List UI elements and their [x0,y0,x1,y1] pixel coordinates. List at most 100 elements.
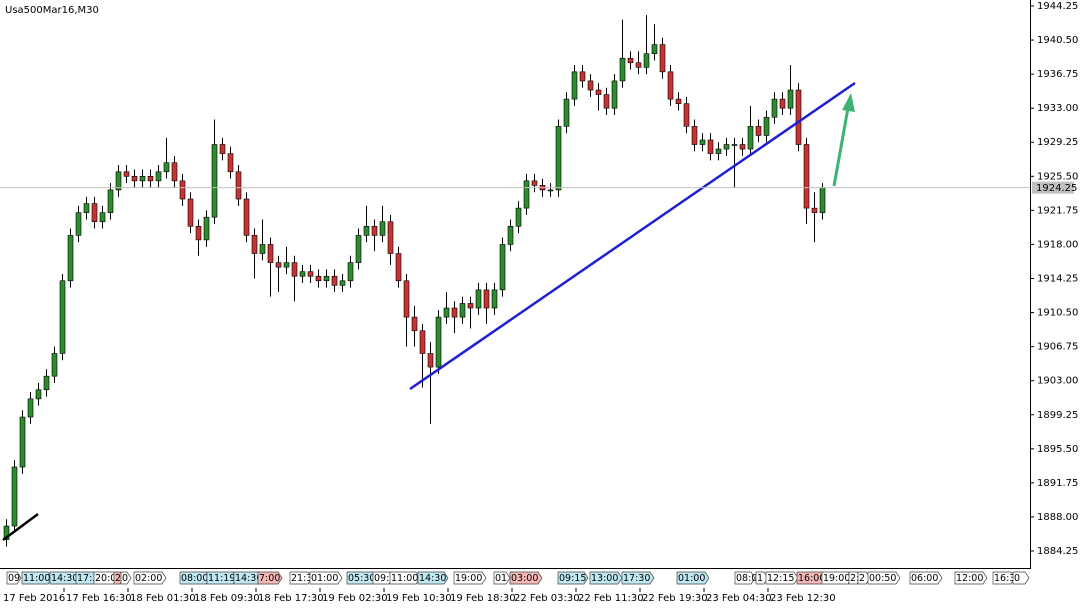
candle-body [739,144,746,150]
candle-body [659,44,666,73]
candle-body [627,57,634,64]
candle-body [467,303,474,309]
x-tick-label: 18 Feb 17:30 [258,593,324,604]
candle-body [43,375,50,391]
arrow-shaft [832,107,850,187]
candle-body [363,225,370,236]
candle-body [155,171,162,182]
candle-body [563,98,570,127]
y-tick-label: 1929.25 [1037,137,1078,148]
candle-body [187,198,194,227]
x-tick-label: 19 Feb 18:30 [450,593,516,604]
candle-body [755,126,762,136]
x-tick-label: 18 Feb 09:30 [194,593,260,604]
candle-body [267,244,274,263]
candle-body [283,262,290,268]
candle-body [123,171,130,177]
chart-title: Usa500Mar16,M30 [5,5,99,16]
candle-body [307,271,314,277]
event-tag [676,571,710,585]
y-tick-label: 1888.00 [1037,512,1078,523]
x-tick-label: 22 Feb 03:30 [514,593,580,604]
event-tag-label: 09: [374,573,389,584]
y-tick-label: 1925.50 [1037,171,1078,182]
event-tag-label: 05:30 [348,573,375,584]
event-tag [557,571,589,585]
y-tick-label: 1944.25 [1037,1,1078,12]
event-tag-label: 09 [8,573,20,584]
event-tag-label: 02:00 [135,573,162,584]
event-tag [257,571,283,585]
event-tag [309,571,343,585]
candle-body [427,353,434,368]
event-tag [867,571,901,585]
candle-body [371,225,378,236]
y-tick-label: 1914.25 [1037,274,1078,285]
event-tag-label: 11:00 [391,573,418,584]
event-tag-label: 14:30 [235,573,262,584]
candle-body [523,180,530,209]
candle-body [179,180,186,200]
event-tag-label: 17:3 [77,573,98,584]
event-tag [509,571,543,585]
candle-body [803,144,810,209]
x-tick-label: 22 Feb 11:30 [578,593,644,604]
event-tag [909,571,943,585]
candle-body [723,144,730,150]
event-tag-label: 1 [757,573,763,584]
candle-body [235,171,242,200]
candle-body [675,98,682,104]
event-tag [954,571,988,585]
candle-body [403,280,410,318]
candle-body [595,89,602,95]
candle-body [91,203,98,223]
candle-body [211,144,218,218]
event-tag-label: 01 [495,573,507,584]
x-tick-label: 22 Feb 19:30 [642,593,708,604]
x-tick-label: 18 Feb 01:30 [130,593,196,604]
event-tag-label: 2: [850,573,859,584]
candle-body [555,126,562,191]
candle-body [411,316,418,332]
trend-line [409,81,856,391]
candle-body [699,139,706,145]
candle-body [107,189,114,213]
candle-body [291,262,298,277]
candle-body [35,389,42,400]
trend-line-short [2,512,39,542]
candle-body [571,71,578,100]
candle-body [331,275,338,286]
event-tag-label: 16:3 [994,573,1015,584]
event-tag [734,571,756,585]
candle-body [507,225,514,245]
candle-body [251,235,258,254]
candle-body [435,316,442,368]
candle-body [795,89,802,145]
candle-body [763,116,770,136]
event-tag [133,571,167,585]
candle-body [443,307,450,318]
y-tick-label: 1891.75 [1037,478,1078,489]
candle-body [59,280,66,354]
y-tick-label: 1910.50 [1037,308,1078,319]
candle-body [691,126,698,145]
event-tag-label: 2 [115,573,121,584]
candle-body [483,289,490,309]
y-tick-label: 1940.50 [1037,35,1078,46]
y-tick-label: 1899.25 [1037,410,1078,421]
candle-body [139,176,146,182]
x-tick-label: 23 Feb 12:30 [770,593,836,604]
candle-body [707,139,714,154]
event-tag-label: 2 [859,573,865,584]
event-tag [621,571,655,585]
event-tag-label: 19:00 [455,573,482,584]
candle-body [315,275,322,282]
candle-body [387,221,394,254]
last-price-box [1032,181,1074,194]
event-tag-label: 14:30 [51,573,78,584]
candle-body [195,225,202,241]
x-tick-label: 19 Feb 10:30 [386,593,452,604]
candle-body [379,221,386,236]
arrow-head [842,93,855,112]
